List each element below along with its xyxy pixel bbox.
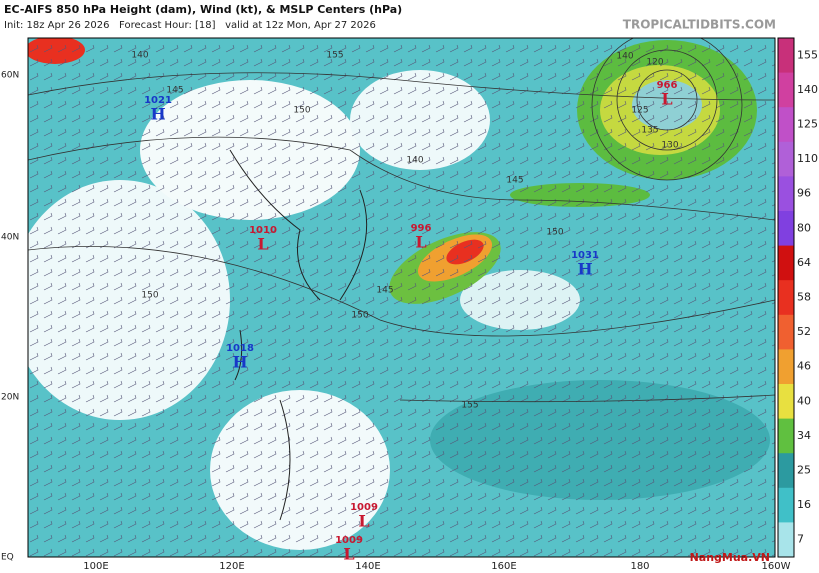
lon-label: 160W [762,561,791,572]
colorbar-swatch [778,38,794,74]
colorbar-swatch [778,384,794,420]
contour-label: 130 [661,141,678,151]
site: TROPICALTIDBITS.COM [623,18,776,32]
center-pressure: 966 [657,80,678,91]
colorbar-label: 52 [797,325,811,338]
lon-label: 120E [219,561,244,572]
center-letter: L [257,235,268,254]
center-letter: H [150,105,165,124]
colorbar-swatch [778,176,794,212]
contour-label: 155 [326,51,343,61]
center-pressure: 1018 [226,343,254,354]
colorbar-label: 58 [797,291,811,304]
subtitle: Init: 18z Apr 26 2026 Forecast Hour: [18… [4,20,376,31]
lon-label: 100E [83,561,108,572]
contour-label: 125 [631,106,648,116]
contour-label: 155 [461,401,478,411]
colorbar-swatch [778,487,794,523]
colorbar-swatch [778,280,794,316]
colorbar-swatch [778,349,794,385]
contour-label: 150 [351,311,368,321]
contour-label: 140 [131,51,148,61]
contour-label: 135 [641,126,658,136]
colorbar-swatch [778,314,794,350]
colorbar-label: 25 [797,464,811,477]
center-letter: L [661,90,672,109]
lon-label: 180 [630,561,649,572]
colorbar-label: 96 [797,187,811,200]
contour-label: 140 [406,156,423,166]
colorbar-label: 140 [797,83,818,96]
colorbar-swatch [778,141,794,177]
colorbar-swatch [778,72,794,108]
center-pressure: 1009 [350,502,378,513]
colorbar-swatch [778,107,794,143]
lat-label: EQ [1,553,14,563]
center-letter: H [577,260,592,279]
colorbar-label: 16 [797,498,811,511]
colorbar-swatch [778,522,794,558]
lon-label: 160E [491,561,516,572]
center-pressure: 1021 [144,95,172,106]
lat-label: 40N [1,233,19,243]
colorbar-label: 34 [797,429,811,442]
center-pressure: 996 [411,223,432,234]
center-letter: H [232,353,247,372]
contour-label: 120 [646,58,663,68]
contour-label: 150 [293,106,310,116]
colorbar-swatch [778,211,794,247]
center-letter: L [358,512,369,531]
contour-label: 150 [546,228,563,238]
colorbar-swatch [778,453,794,489]
contour-label: 145 [506,176,523,186]
colorbar-label: 7 [797,533,804,546]
colorbar-label: 46 [797,360,811,373]
colorbar-label: 64 [797,256,811,269]
colorbar-swatch [778,245,794,281]
contour-label: 145 [376,286,393,296]
title: EC-AIFS 850 hPa Height (dam), Wind (kt),… [4,3,402,16]
center-pressure: 1010 [249,225,277,236]
center-letter: L [343,545,354,564]
center-pressure: 1009 [335,535,363,546]
lat-label: 20N [1,393,19,403]
lon-label: 140E [355,561,380,572]
contour-label: 145 [166,86,183,96]
contour-label: 150 [141,291,158,301]
colorbar-label: 110 [797,152,818,165]
map-frame [27,37,776,558]
contour-label: 140 [616,52,633,62]
colorbar-label: 80 [797,221,811,234]
colorbar-swatch [778,418,794,454]
watermark: NangMua.VN [690,551,770,564]
colorbar-label: 155 [797,48,818,61]
colorbar-label: 125 [797,118,818,131]
colorbar-label: 40 [797,394,811,407]
center-letter: L [415,233,426,252]
lat-label: 60N [1,71,19,81]
center-pressure: 1031 [571,250,599,261]
colorbar-frame [777,37,795,558]
map-field [28,38,775,557]
